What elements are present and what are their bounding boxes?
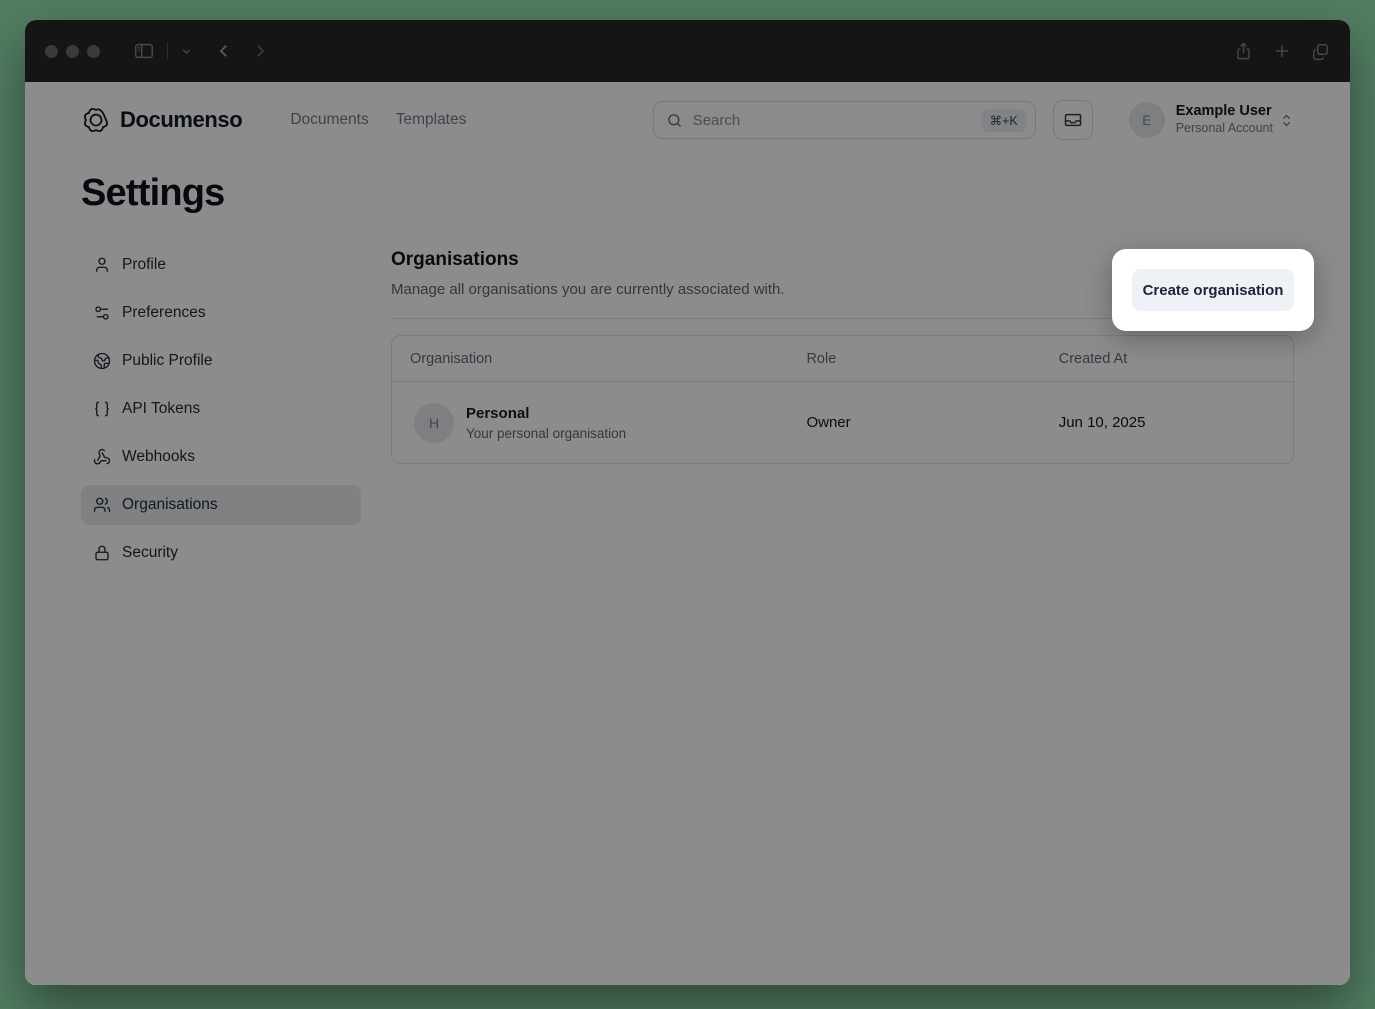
section-description: Manage all organisations you are current…	[391, 281, 785, 298]
maximize-button[interactable]	[87, 44, 100, 58]
brand-name: Documenso	[120, 107, 243, 132]
avatar: E	[1128, 102, 1165, 138]
organisation-subtitle: Your personal organisation	[466, 425, 627, 441]
minimize-button[interactable]	[66, 44, 79, 58]
sidebar-item-label: API Tokens	[122, 400, 201, 417]
lock-icon	[93, 544, 111, 562]
page-title: Settings	[81, 172, 225, 214]
sidebar-item-preferences[interactable]: Preferences	[81, 293, 361, 333]
new-tab-icon[interactable]	[1273, 42, 1291, 60]
organisations-section: Organisations Manage all organisations y…	[391, 245, 1294, 573]
sidebar-item-api-tokens[interactable]: API Tokens	[81, 389, 361, 429]
brand-logo[interactable]: Documenso	[81, 105, 243, 135]
nav-templates[interactable]: Templates	[395, 111, 467, 128]
app-header: Documenso Documents Templates ⌘+K	[81, 82, 1294, 140]
sidebar-item-organisations[interactable]: Organisations	[81, 485, 361, 525]
seal-rosette-icon	[81, 105, 111, 135]
sidebar-item-label: Public Profile	[122, 352, 213, 369]
sliders-icon	[93, 304, 111, 322]
braces-icon	[93, 400, 111, 418]
forward-button[interactable]	[251, 42, 269, 60]
inbox-button[interactable]	[1052, 100, 1093, 140]
create-organisation-button[interactable]: Create organisation	[1132, 269, 1294, 311]
inbox-icon	[1063, 110, 1083, 130]
back-button[interactable]	[215, 42, 233, 60]
top-nav: Documents Templates	[290, 111, 466, 129]
tab-overview-icon[interactable]	[1311, 42, 1330, 61]
column-header-role: Role	[806, 350, 837, 367]
page-content: Documenso Documents Templates ⌘+K	[25, 82, 1350, 985]
organisation-name: Personal	[466, 404, 530, 422]
sidebar-item-public-profile[interactable]: Public Profile	[81, 341, 361, 381]
user-icon	[93, 256, 111, 274]
titlebar-actions	[1234, 42, 1330, 61]
chevron-down-icon[interactable]	[180, 45, 193, 58]
sidebar-item-label: Security	[122, 544, 178, 561]
search-input[interactable]	[692, 111, 982, 129]
table-row[interactable]: H Personal Your personal organisation Ow…	[392, 382, 1293, 463]
organisation-created-at: Jun 10, 2025	[1058, 414, 1146, 431]
column-header-organisation: Organisation	[410, 350, 493, 367]
nav-documents[interactable]: Documents	[290, 111, 369, 128]
tour-spotlight: Create organisation	[1112, 249, 1314, 331]
chevrons-up-down-icon	[1279, 113, 1294, 128]
column-header-created-at: Created At	[1058, 350, 1128, 367]
search-shortcut-badge: ⌘+K	[981, 108, 1026, 132]
organisations-table: Organisation Role Created At H Personal …	[391, 335, 1294, 464]
titlebar-nav-group	[133, 40, 269, 62]
account-name: Example User	[1175, 103, 1272, 120]
search-bar[interactable]: ⌘+K	[652, 101, 1036, 139]
table-header: Organisation Role Created At	[392, 336, 1293, 382]
dim-overlay	[25, 82, 1350, 985]
section-divider	[391, 318, 1294, 319]
section-title: Organisations	[391, 249, 519, 270]
sidebar-item-label: Preferences	[122, 304, 206, 321]
titlebar-divider	[167, 42, 168, 60]
sidebar-item-label: Profile	[122, 256, 166, 273]
globe-icon	[93, 352, 111, 370]
organisation-role: Owner	[806, 414, 851, 431]
sidebar-item-label: Webhooks	[122, 448, 195, 465]
organisation-avatar: H	[414, 402, 454, 443]
browser-window: Documenso Documents Templates ⌘+K	[25, 20, 1350, 985]
webhook-icon	[93, 448, 111, 466]
sidebar-item-webhooks[interactable]: Webhooks	[81, 437, 361, 477]
sidebar-item-security[interactable]: Security	[81, 533, 361, 573]
account-menu[interactable]: E Example User Personal Account	[1128, 102, 1294, 138]
users-icon	[93, 496, 111, 514]
share-icon[interactable]	[1234, 42, 1253, 61]
settings-sidebar: Profile Preferences	[81, 245, 361, 573]
sidebar-item-label: Organisations	[122, 496, 218, 513]
sidebar-toggle-icon[interactable]	[133, 40, 155, 62]
sidebar-item-profile[interactable]: Profile	[81, 245, 361, 285]
account-type: Personal Account	[1175, 120, 1273, 135]
browser-titlebar	[25, 20, 1350, 82]
close-button[interactable]	[45, 44, 58, 58]
search-icon	[666, 112, 683, 129]
